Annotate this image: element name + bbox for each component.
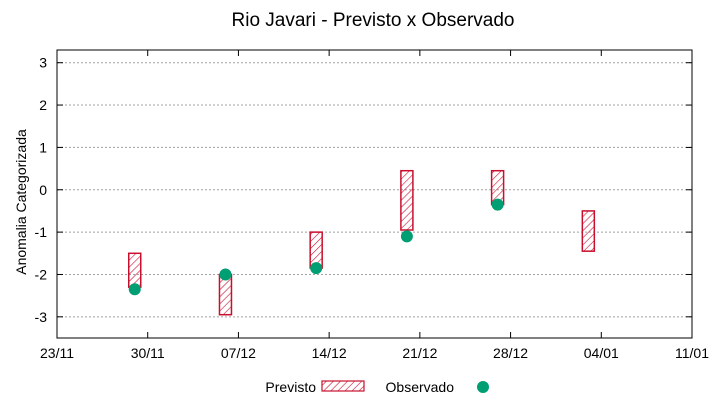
legend-previsto-label: Previsto	[265, 379, 316, 395]
previsto-bar	[218, 273, 233, 316]
y-tick-label: -2	[35, 266, 48, 282]
x-tick-label: 21/12	[402, 345, 437, 361]
x-tick-label: 14/12	[312, 345, 347, 361]
legend-previsto-swatch	[321, 380, 365, 392]
observado-point	[491, 198, 504, 211]
legend-observado-label: Observado	[386, 379, 455, 395]
chart-title: Rio Javari - Previsto x Observado	[232, 10, 515, 31]
x-tick-label: 28/12	[493, 345, 528, 361]
y-tick-label: 1	[39, 139, 47, 155]
legend-observado-marker	[477, 381, 489, 393]
y-tick-label: -1	[35, 224, 48, 240]
x-tick-label: 07/12	[221, 345, 256, 361]
y-tick-label: 2	[39, 97, 47, 113]
previsto-bar	[400, 169, 414, 231]
x-axis-ticks: 23/11 30/11 07/12 14/12 21/12 28/12 04/01 11/01	[40, 50, 709, 361]
legend: Previsto Observado	[265, 379, 489, 395]
previsto-series	[128, 169, 596, 316]
x-tick-label: 04/01	[584, 345, 619, 361]
x-tick-label: 30/11	[131, 345, 165, 361]
previsto-bar	[128, 252, 142, 288]
plot-frame	[56, 49, 693, 339]
y-tick-label: 3	[39, 55, 47, 71]
observado-point	[219, 268, 232, 281]
observado-point	[128, 283, 141, 296]
observado-point	[310, 262, 323, 275]
y-tick-label: -3	[35, 309, 48, 325]
observado-series	[128, 198, 504, 296]
observado-point	[400, 230, 413, 243]
y-axis-ticks: -3 -2 -1 0 1 2 3	[35, 55, 692, 325]
x-tick-label: 11/01	[675, 345, 709, 361]
previsto-bar	[581, 210, 596, 252]
plot-area-border	[56, 49, 693, 339]
y-tick-label: 0	[39, 182, 47, 198]
y-axis-label: Anomalia Categorizada	[13, 129, 29, 275]
x-tick-label: 23/11	[40, 345, 74, 361]
gridlines	[57, 62, 692, 318]
